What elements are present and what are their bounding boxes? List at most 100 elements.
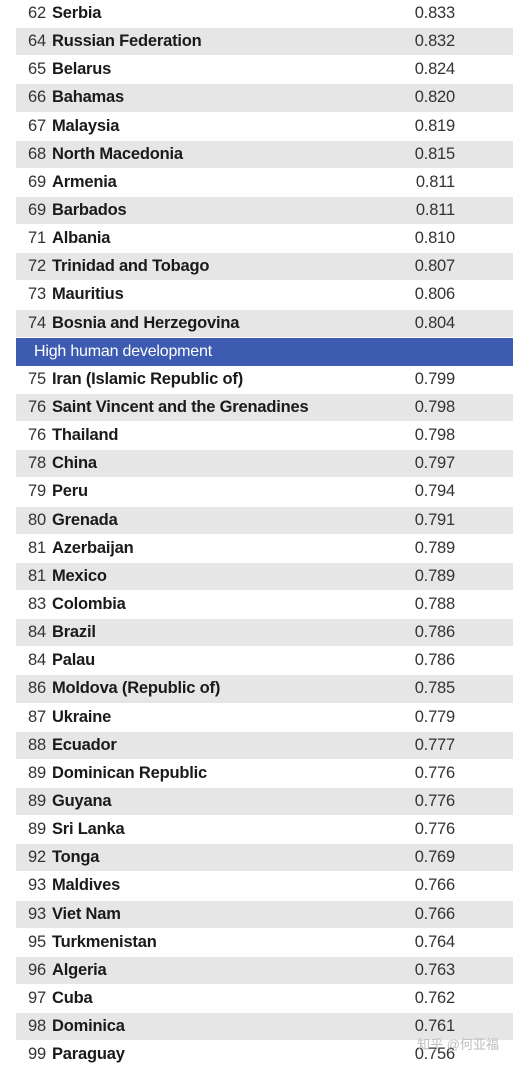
hdi-value-cell: 0.764 bbox=[414, 932, 455, 951]
table-row: 78 China 0.797 bbox=[16, 450, 513, 479]
hdi-value-cell: 0.776 bbox=[414, 820, 455, 839]
rank-cell: 72 bbox=[28, 257, 46, 276]
rank-cell: 74 bbox=[28, 313, 46, 332]
table-row: 84 Palau 0.786 bbox=[16, 647, 513, 676]
table-row: 98 Dominica 0.761 bbox=[16, 1013, 513, 1042]
rank-cell: 89 bbox=[28, 792, 46, 810]
hdi-value-cell: 0.798 bbox=[414, 426, 455, 445]
country-cell: Russian Federation bbox=[52, 32, 202, 51]
rank-cell: 96 bbox=[28, 960, 46, 979]
rank-cell: 99 bbox=[28, 1045, 46, 1064]
country-cell: Ecuador bbox=[52, 735, 117, 754]
watermark-text: 知乎 @何亚福 bbox=[417, 1037, 499, 1052]
hdi-value-cell: 0.797 bbox=[414, 454, 455, 473]
rank-cell: 89 bbox=[28, 763, 46, 782]
hdi-value-cell: 0.804 bbox=[414, 313, 455, 332]
table-row: 81 Mexico 0.789 bbox=[16, 562, 513, 591]
rank-cell: 95 bbox=[28, 932, 46, 951]
hdi-value-cell: 0.766 bbox=[414, 904, 455, 923]
country-cell: Colombia bbox=[52, 595, 126, 614]
country-cell: Trinidad and Tobago bbox=[52, 257, 210, 276]
rank-cell: 76 bbox=[28, 426, 46, 445]
table-row: 92 Tonga 0.769 bbox=[16, 844, 513, 873]
hdi-value-cell: 0.776 bbox=[414, 792, 455, 810]
hdi-value-cell: 0.807 bbox=[414, 257, 455, 276]
rank-cell: 84 bbox=[28, 651, 46, 670]
hdi-value-cell: 0.820 bbox=[414, 88, 455, 107]
hdi-value-cell: 0.789 bbox=[414, 566, 455, 585]
country-cell: Cuba bbox=[52, 988, 93, 1007]
country-cell: Brazil bbox=[52, 623, 96, 642]
hdi-value-cell: 0.815 bbox=[414, 144, 455, 163]
country-cell: Azerbaijan bbox=[52, 538, 134, 557]
table-row: 64 Russian Federation 0.832 bbox=[16, 28, 513, 57]
country-cell: Tonga bbox=[52, 848, 100, 867]
country-cell: Maldives bbox=[52, 876, 121, 895]
country-cell: Algeria bbox=[52, 960, 107, 979]
table-row: 89 Sri Lanka 0.776 bbox=[16, 816, 513, 845]
table-row: 76 Thailand 0.798 bbox=[16, 422, 513, 451]
hdi-value-cell: 0.789 bbox=[414, 538, 455, 557]
hdi-value-cell: 0.799 bbox=[414, 369, 455, 388]
rank-cell: 86 bbox=[28, 679, 46, 698]
hdi-value-cell: 0.824 bbox=[414, 60, 455, 79]
hdi-value-cell: 0.811 bbox=[415, 201, 455, 220]
rank-cell: 65 bbox=[28, 60, 46, 79]
table-row: 96 Algeria 0.763 bbox=[16, 956, 513, 985]
section-header-high-human-development: High human development bbox=[16, 337, 513, 366]
rank-cell: 93 bbox=[28, 904, 46, 923]
hdi-value-cell: 0.785 bbox=[414, 679, 455, 698]
table-row: 75 Iran (Islamic Republic of) 0.799 bbox=[16, 366, 513, 394]
table-row: 66 Bahamas 0.820 bbox=[16, 84, 513, 113]
hdi-value-cell: 0.762 bbox=[414, 988, 455, 1007]
rank-cell: 64 bbox=[28, 32, 46, 51]
table-row: 84 Brazil 0.786 bbox=[16, 619, 513, 648]
table-row: 73 Mauritius 0.806 bbox=[16, 281, 513, 310]
rank-cell: 80 bbox=[28, 510, 46, 529]
rank-cell: 73 bbox=[28, 285, 46, 304]
country-cell: Peru bbox=[52, 482, 88, 501]
table-row: 79 Peru 0.794 bbox=[16, 478, 513, 507]
table-row: 68 North Macedonia 0.815 bbox=[16, 140, 513, 169]
rank-cell: 87 bbox=[28, 707, 46, 726]
country-cell: Viet Nam bbox=[52, 904, 121, 923]
country-cell: Paraguay bbox=[52, 1045, 125, 1064]
hdi-value-cell: 0.777 bbox=[414, 735, 455, 754]
rank-cell: 98 bbox=[28, 1017, 46, 1036]
rank-cell: 81 bbox=[28, 566, 46, 585]
rank-cell: 97 bbox=[28, 988, 46, 1007]
country-cell: Barbados bbox=[52, 201, 127, 220]
hdi-value-cell: 0.786 bbox=[414, 651, 455, 670]
hdi-value-cell: 0.791 bbox=[414, 510, 455, 529]
rank-cell: 69 bbox=[28, 201, 46, 220]
rank-cell: 81 bbox=[28, 538, 46, 557]
table-row: 97 Cuba 0.762 bbox=[16, 985, 513, 1014]
country-cell: Dominican Republic bbox=[52, 763, 208, 782]
hdi-value-cell: 0.811 bbox=[415, 172, 455, 191]
country-cell: Serbia bbox=[52, 4, 102, 23]
country-cell: Armenia bbox=[52, 172, 117, 191]
hdi-value-cell: 0.769 bbox=[414, 848, 455, 867]
table-row: 93 Viet Nam 0.766 bbox=[16, 900, 513, 929]
rows-group-high: 75 Iran (Islamic Republic of) 0.799 76 Saint… bbox=[16, 366, 513, 1069]
country-cell: China bbox=[52, 454, 97, 473]
table-row: 89 Dominican Republic 0.776 bbox=[16, 760, 513, 788]
table-row: 89 Guyana 0.776 bbox=[16, 787, 513, 817]
rank-cell: 89 bbox=[28, 820, 46, 839]
rank-cell: 71 bbox=[28, 229, 46, 248]
rank-cell: 79 bbox=[28, 482, 46, 501]
country-cell: Iran (Islamic Republic of) bbox=[52, 369, 244, 388]
country-cell: Bahamas bbox=[52, 88, 124, 107]
country-cell: Sri Lanka bbox=[52, 820, 125, 839]
hdi-value-cell: 0.776 bbox=[414, 763, 455, 782]
table-row: 69 Barbados 0.811 bbox=[16, 196, 513, 226]
rank-cell: 92 bbox=[28, 848, 46, 867]
table-row: 87 Ukraine 0.779 bbox=[16, 704, 513, 732]
hdi-value-cell: 0.819 bbox=[414, 116, 455, 135]
table-row: 86 Moldova (Republic of) 0.785 bbox=[16, 675, 513, 704]
country-cell: Mexico bbox=[52, 566, 107, 585]
hdi-value-cell: 0.786 bbox=[414, 623, 455, 642]
rank-cell: 75 bbox=[28, 369, 46, 388]
country-cell: Turkmenistan bbox=[52, 932, 157, 951]
hdi-value-cell: 0.779 bbox=[414, 707, 455, 726]
